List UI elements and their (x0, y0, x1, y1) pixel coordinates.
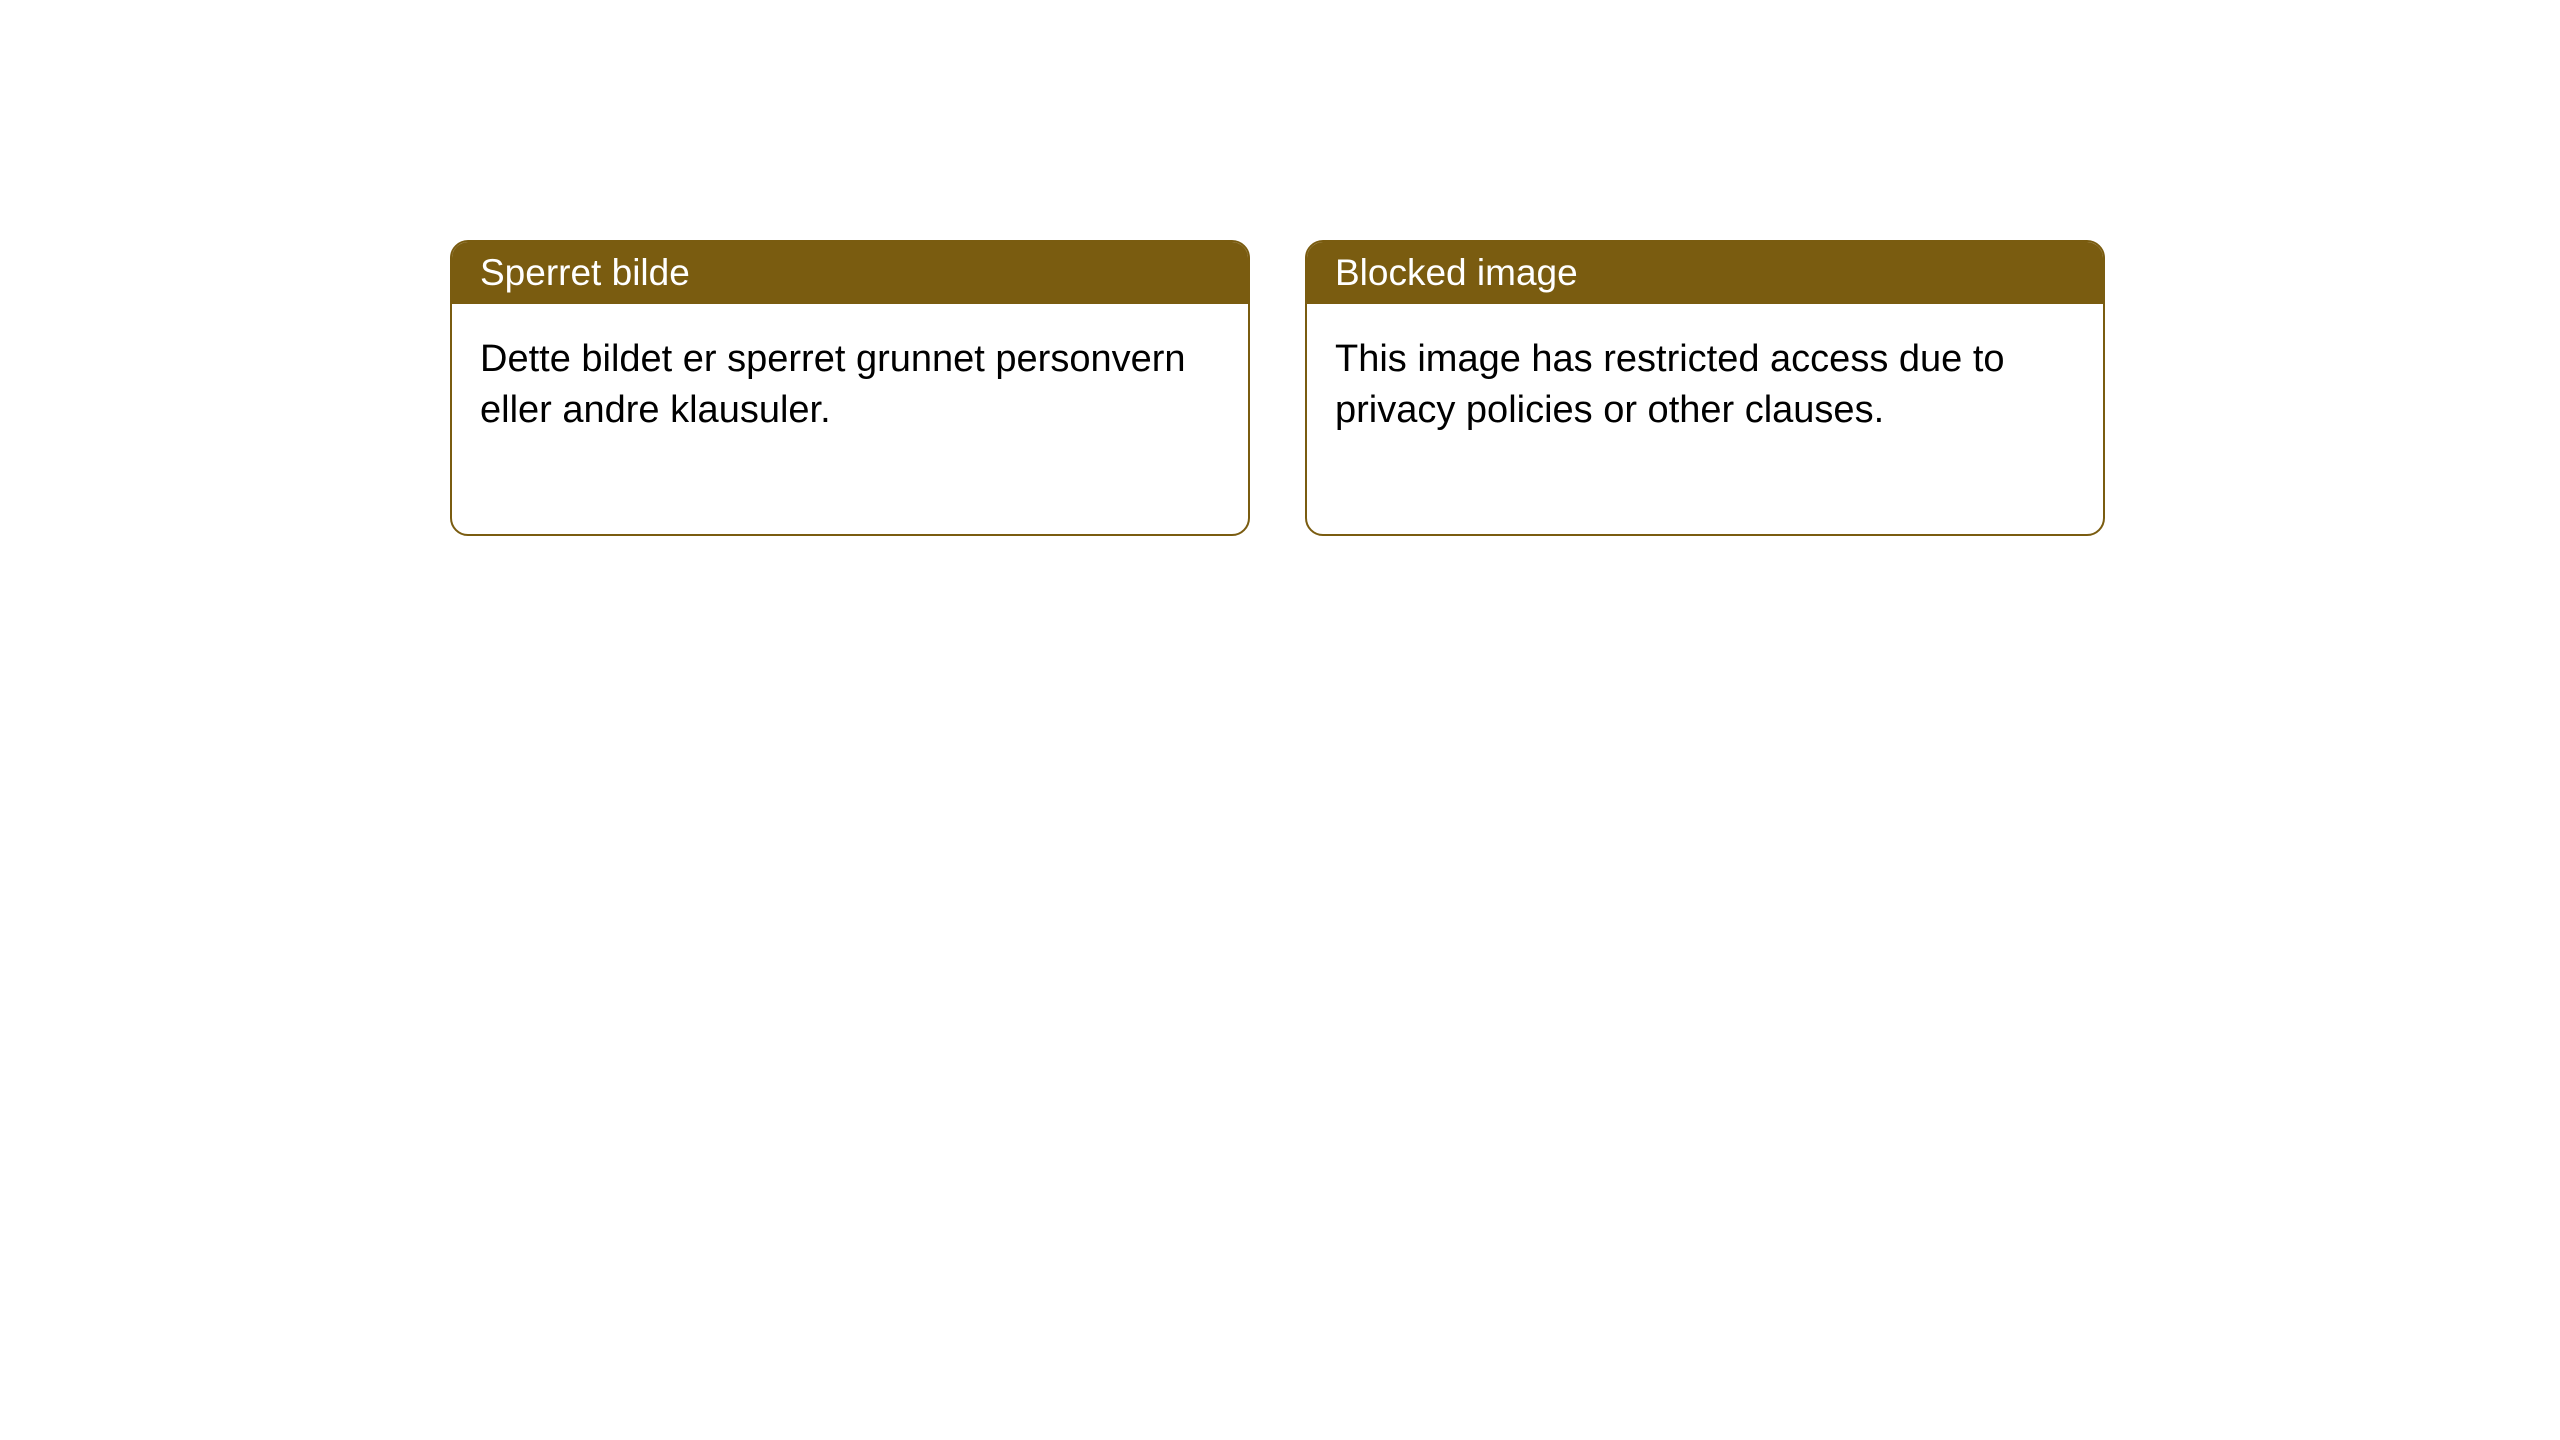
notice-container: Sperret bilde Dette bildet er sperret gr… (0, 0, 2560, 536)
notice-header-norwegian: Sperret bilde (452, 242, 1248, 304)
notice-body-english: This image has restricted access due to … (1307, 304, 2103, 534)
notice-card-english: Blocked image This image has restricted … (1305, 240, 2105, 536)
notice-card-norwegian: Sperret bilde Dette bildet er sperret gr… (450, 240, 1250, 536)
notice-body-norwegian: Dette bildet er sperret grunnet personve… (452, 304, 1248, 534)
notice-header-english: Blocked image (1307, 242, 2103, 304)
